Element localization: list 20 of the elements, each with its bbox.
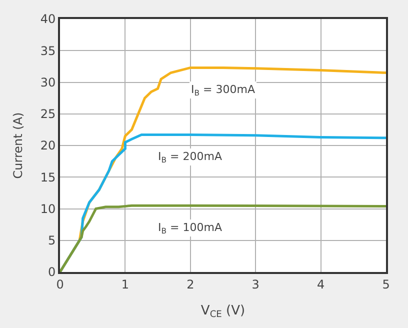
- y-tick-label: 30: [40, 75, 56, 90]
- line-series: [60, 204, 386, 272]
- y-tick-label: 0: [48, 265, 56, 280]
- series-label: I$_{B}$ = 300mA: [191, 83, 256, 98]
- x-tick-label: 5: [382, 277, 390, 292]
- y-tick-label: 20: [40, 138, 56, 153]
- y-tick-label: 10: [40, 202, 56, 216]
- y-tick-label: 40: [40, 12, 56, 26]
- x-tick-label: 3: [252, 277, 260, 292]
- y-tick-label: 15: [40, 170, 56, 184]
- x-axis-title: V$_{CE}$ (V): [200, 304, 246, 320]
- series-label: I$_{B}$ = 200mA: [158, 150, 222, 164]
- y-tick-label: 25: [40, 107, 56, 122]
- y-tick-label: 35: [40, 44, 56, 58]
- x-tick-label: 4: [316, 277, 325, 292]
- y-tick-label: 5: [48, 234, 56, 248]
- x-tick-label: 1: [121, 277, 130, 292]
- series-label: I$_{B}$ = 100mA: [158, 221, 222, 236]
- x-tick-label: 2: [186, 277, 194, 292]
- y-axis-title: Current (A): [11, 112, 26, 179]
